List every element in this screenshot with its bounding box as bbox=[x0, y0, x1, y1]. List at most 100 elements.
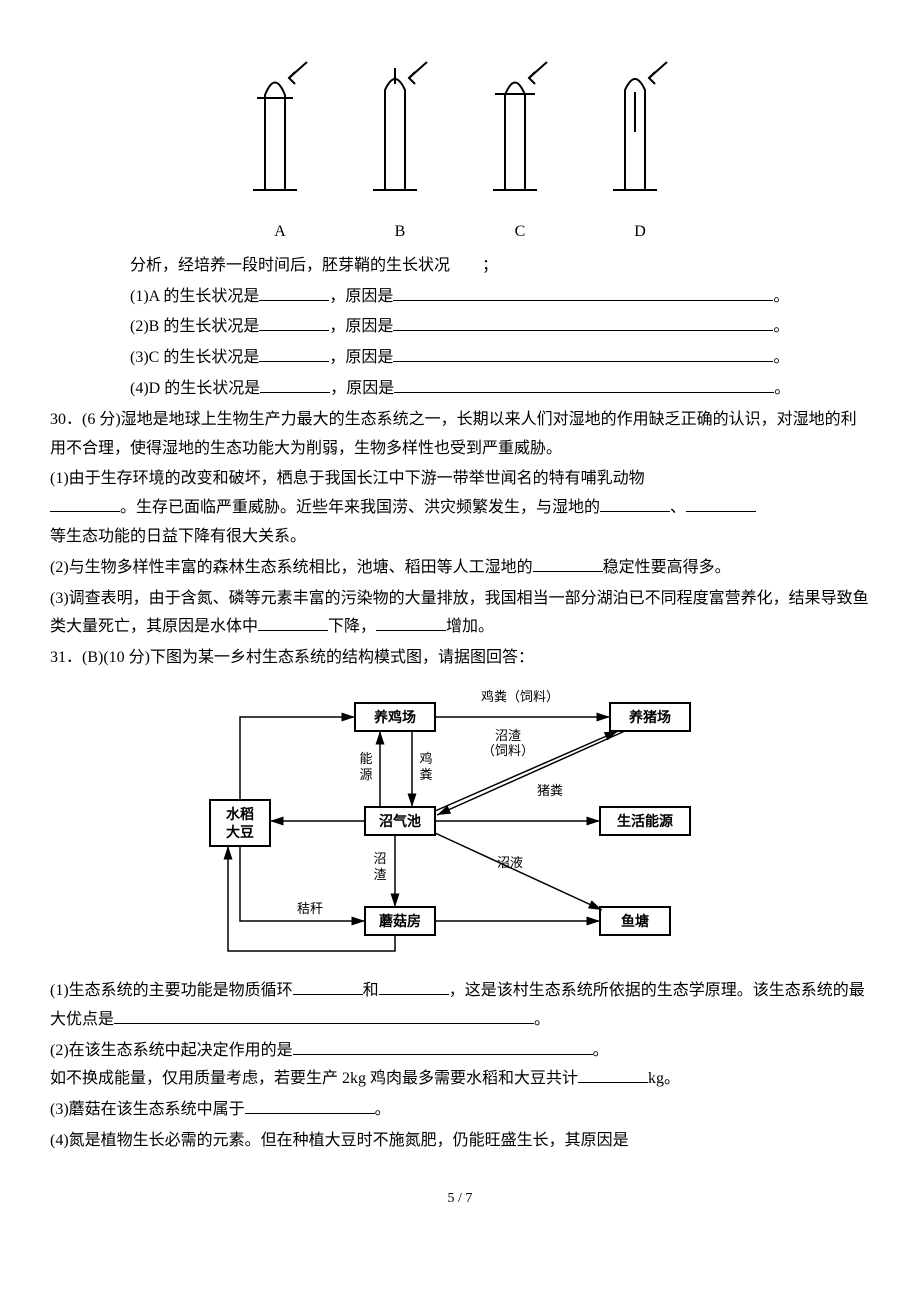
label-c: C bbox=[515, 218, 526, 247]
blank bbox=[600, 495, 670, 512]
q1-2-mid: ，原因是 bbox=[329, 318, 393, 335]
q31-4: (4)氮是植物生长必需的元素。但在种植大豆时不施氮肥，仍能旺盛生长，其原因是 bbox=[50, 1132, 629, 1149]
q31-1: (1)生态系统的主要功能是物质循环和，这是该村生态系统所依据的生态学原理。该生态… bbox=[50, 977, 870, 1035]
label-d: D bbox=[634, 218, 646, 247]
q30-3: (3)调查表明，由于含氮、磷等元素丰富的污染物的大量排放，我国相当一部分湖泊已不… bbox=[50, 585, 870, 643]
q30-1c: 、 bbox=[670, 499, 686, 516]
q30-head: 30．(6 分)湿地是地球上生物生产力最大的生态系统之一，长期以来人们对湿地的作… bbox=[50, 406, 870, 464]
label-b: B bbox=[395, 218, 406, 247]
blank bbox=[393, 314, 773, 331]
blank bbox=[533, 555, 603, 572]
svg-text:水稻: 水稻 bbox=[226, 806, 254, 822]
svg-text:渣: 渣 bbox=[373, 867, 386, 882]
node-biogas: 沼气池 bbox=[379, 813, 421, 829]
svg-text:粪: 粪 bbox=[419, 767, 432, 782]
q30-1: (1)由于生存环境的改变和破坏，栖息于我国长江中下游一带举世闻名的特有哺乳动物 … bbox=[50, 465, 870, 551]
blank bbox=[293, 1038, 593, 1055]
q1-3: (3)C 的生长状况是 ，原因是 。 bbox=[130, 344, 870, 373]
svg-text:源: 源 bbox=[359, 767, 372, 782]
q30-3b: 下降， bbox=[328, 618, 376, 635]
q30-2: (2)与生物多样性丰富的森林生态系统相比，池塘、稻田等人工湿地的 稳定性要高得多。 bbox=[50, 554, 870, 583]
svg-text:大豆: 大豆 bbox=[226, 824, 254, 840]
q1-3-pre: (3)C 的生长状况是 bbox=[130, 349, 259, 366]
q31-1b: 和 bbox=[363, 982, 379, 999]
q1-4: (4)D 的生长状况是 ，原因是 。 bbox=[130, 375, 870, 404]
blank bbox=[376, 614, 446, 631]
q31-2b: 。 bbox=[593, 1042, 609, 1059]
lead-in: 分析，经培养一段时间后，胚芽鞘的生长状况 ； bbox=[130, 252, 870, 281]
ecosystem-svg: 养鸡场 养猪场 水稻 大豆 沼气池 生活能源 蘑菇房 鱼塘 鸡粪（饲料） 能 源… bbox=[180, 685, 740, 965]
edge-pigdung: 猪粪 bbox=[537, 783, 563, 798]
q31-2c: 如不换成能量，仅用质量考虑，若要生产 2kg 鸡肉最多需要水稻和大豆共计 bbox=[50, 1070, 578, 1087]
blank bbox=[259, 345, 329, 362]
q1-1-pre: (1)A 的生长状况是 bbox=[130, 288, 259, 305]
q31-2d: kg。 bbox=[648, 1070, 680, 1087]
coleoptile-d-svg bbox=[605, 60, 675, 210]
blank bbox=[260, 376, 330, 393]
q30-2a: (2)与生物多样性丰富的森林生态系统相比，池塘、稻田等人工湿地的 bbox=[50, 559, 533, 576]
blank bbox=[114, 1007, 534, 1024]
q31-head: 31．(B)(10 分)下图为某一乡村生态系统的结构模式图，请据图回答： bbox=[50, 644, 870, 673]
blank bbox=[50, 495, 120, 512]
svg-text:鸡: 鸡 bbox=[419, 751, 432, 766]
svg-text:沼渣: 沼渣 bbox=[495, 728, 521, 743]
coleoptile-d: D bbox=[605, 60, 675, 247]
q30-3c: 增加。 bbox=[446, 618, 494, 635]
q1-4-mid: ，原因是 bbox=[330, 380, 394, 397]
figure-coleoptiles: A B C bbox=[50, 60, 870, 247]
svg-text:（饲料）: （饲料） bbox=[482, 743, 534, 758]
blank bbox=[578, 1066, 648, 1083]
node-life: 生活能源 bbox=[617, 813, 673, 829]
q30-1a: (1)由于生存环境的改变和破坏，栖息于我国长江中下游一带举世闻名的特有哺乳动物 bbox=[50, 470, 645, 487]
coleoptile-b-svg bbox=[365, 60, 435, 210]
q1-1: (1)A 的生长状况是 ，原因是 。 bbox=[130, 283, 870, 312]
blank bbox=[259, 314, 329, 331]
node-mushroom: 蘑菇房 bbox=[379, 913, 421, 929]
q30-2b: 稳定性要高得多。 bbox=[603, 559, 731, 576]
q1-4-end: 。 bbox=[774, 380, 790, 397]
edge-zhaye: 沼液 bbox=[497, 855, 523, 870]
q1-4-pre: (4)D 的生长状况是 bbox=[130, 380, 260, 397]
blank bbox=[245, 1097, 375, 1114]
q31-2: (2)在该生态系统中起决定作用的是 。 如不换成能量，仅用质量考虑，若要生产 2k… bbox=[50, 1037, 870, 1095]
svg-text:沼: 沼 bbox=[373, 851, 386, 866]
coleoptile-a-svg bbox=[245, 60, 315, 210]
blank bbox=[686, 495, 756, 512]
coleoptile-c-svg bbox=[485, 60, 555, 210]
blank bbox=[394, 376, 774, 393]
q31-1a: (1)生态系统的主要功能是物质循环 bbox=[50, 982, 293, 999]
blank bbox=[393, 284, 773, 301]
ecosystem-diagram: 养鸡场 养猪场 水稻 大豆 沼气池 生活能源 蘑菇房 鱼塘 鸡粪（饲料） 能 源… bbox=[50, 685, 870, 965]
q1-1-mid: ，原因是 bbox=[329, 288, 393, 305]
q31-3b: 。 bbox=[375, 1101, 391, 1118]
node-pig: 养猪场 bbox=[628, 709, 671, 725]
node-chicken: 养鸡场 bbox=[373, 709, 416, 725]
edge-feed: 鸡粪（饲料） bbox=[481, 689, 559, 704]
q1-2: (2)B 的生长状况是 ，原因是 。 bbox=[130, 313, 870, 342]
q1-3-mid: ，原因是 bbox=[329, 349, 393, 366]
q1-3-end: 。 bbox=[773, 349, 789, 366]
q1-1-end: 。 bbox=[773, 288, 789, 305]
blank bbox=[379, 978, 449, 995]
q1-2-pre: (2)B 的生长状况是 bbox=[130, 318, 259, 335]
q31-2a: (2)在该生态系统中起决定作用的是 bbox=[50, 1042, 293, 1059]
node-fish: 鱼塘 bbox=[621, 913, 649, 929]
q1-2-end: 。 bbox=[773, 318, 789, 335]
coleoptile-c: C bbox=[485, 60, 555, 247]
blank bbox=[258, 614, 328, 631]
label-a: A bbox=[274, 218, 286, 247]
q31-1d: 。 bbox=[534, 1011, 550, 1028]
page-number: 5 / 7 bbox=[50, 1186, 870, 1211]
edge-straw: 秸秆 bbox=[297, 901, 323, 916]
blank bbox=[259, 284, 329, 301]
coleoptile-a: A bbox=[245, 60, 315, 247]
q31-3a: (3)蘑菇在该生态系统中属于 bbox=[50, 1101, 245, 1118]
q30-1d: 等生态功能的日益下降有很大关系。 bbox=[50, 528, 306, 545]
blank bbox=[393, 345, 773, 362]
q31-3: (3)蘑菇在该生态系统中属于 。 bbox=[50, 1096, 870, 1125]
svg-text:能: 能 bbox=[359, 751, 372, 766]
q31-4: (4)氮是植物生长必需的元素。但在种植大豆时不施氮肥，仍能旺盛生长，其原因是 bbox=[50, 1127, 870, 1156]
coleoptile-b: B bbox=[365, 60, 435, 247]
blank bbox=[293, 978, 363, 995]
q30-1b: 。生存已面临严重威胁。近些年来我国涝、洪灾频繁发生，与湿地的 bbox=[120, 499, 600, 516]
